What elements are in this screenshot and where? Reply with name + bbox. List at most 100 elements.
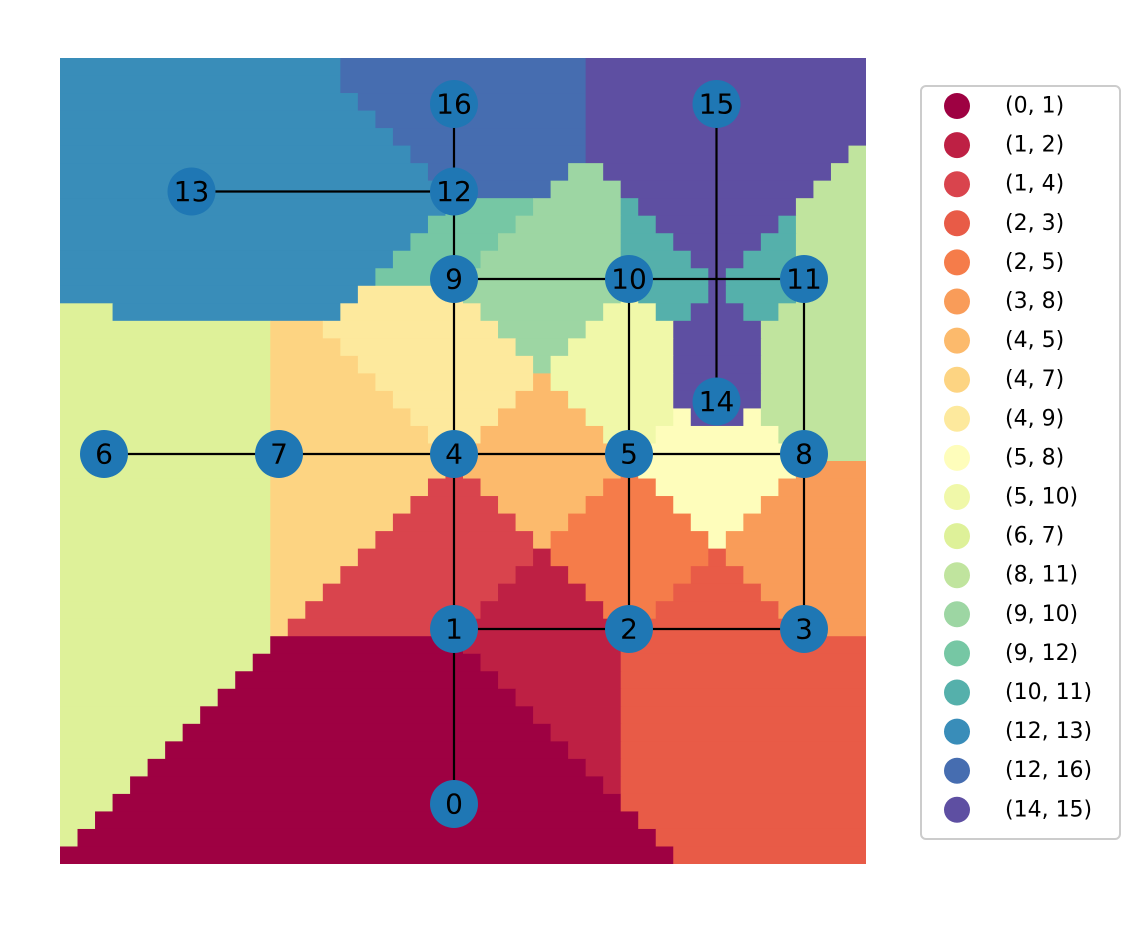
region-cell xyxy=(217,688,517,707)
region-cell xyxy=(480,478,604,497)
region-cell xyxy=(60,583,271,602)
graph-node-5: 5 xyxy=(605,430,653,478)
graph-node-11: 11 xyxy=(780,255,828,303)
graph-node-circle xyxy=(692,377,741,426)
region-cell xyxy=(498,408,587,427)
legend-entry: (8, 11) xyxy=(944,562,1078,589)
region-cell xyxy=(533,355,552,374)
legend-marker xyxy=(944,171,970,198)
graph-node-label: 13 xyxy=(174,175,210,208)
graph-node-13: 13 xyxy=(167,167,216,216)
region-cell xyxy=(60,338,271,357)
region-cell xyxy=(60,636,271,655)
legend-label: (5, 8) xyxy=(1005,445,1064,470)
region-cell xyxy=(182,723,552,742)
graph-node-circle xyxy=(605,430,653,478)
region-cell xyxy=(60,706,201,725)
graph-node-circle xyxy=(430,167,478,216)
region-cell xyxy=(60,513,271,532)
region-cell xyxy=(550,180,622,199)
region-cell xyxy=(77,828,657,848)
region-cell xyxy=(60,793,114,813)
legend-label: (2, 3) xyxy=(1005,211,1064,236)
region-cell xyxy=(515,688,622,707)
region-cell xyxy=(375,110,587,129)
region-cell xyxy=(60,233,412,252)
region-cell xyxy=(60,828,79,848)
legend-entry: (14, 15) xyxy=(944,796,1092,823)
region-cell xyxy=(60,601,271,620)
region-cell xyxy=(463,268,622,287)
region-cell xyxy=(60,215,429,234)
region-cell xyxy=(673,408,692,427)
region-cell xyxy=(673,583,762,602)
region-cell xyxy=(690,566,744,585)
region-cell xyxy=(60,93,359,112)
legend-marker xyxy=(944,444,970,471)
region-cell xyxy=(655,601,779,620)
region-cell xyxy=(725,268,797,287)
region-cell xyxy=(60,688,219,707)
region-cell xyxy=(655,303,692,322)
legend-label: (5, 10) xyxy=(1005,485,1078,510)
region-cell xyxy=(270,618,289,637)
legend-label: (12, 13) xyxy=(1005,719,1092,744)
region-cell xyxy=(620,706,866,725)
legend-marker xyxy=(944,640,970,667)
legend-entry: (0, 1) xyxy=(944,93,1064,119)
region-cell xyxy=(568,163,604,182)
region-cell xyxy=(533,548,552,567)
region-cell xyxy=(760,390,866,410)
region-cell xyxy=(620,233,674,252)
legend-label: (9, 10) xyxy=(1005,602,1078,627)
region-cell xyxy=(515,215,622,234)
legend-marker xyxy=(944,484,970,510)
graph-node-label: 3 xyxy=(795,613,813,646)
legend-marker xyxy=(944,288,970,315)
region-cell xyxy=(620,653,866,672)
region-cell xyxy=(498,671,622,690)
region-cell xyxy=(165,741,569,760)
region-cell xyxy=(60,478,271,497)
region-cell xyxy=(392,128,587,147)
region-cell xyxy=(322,320,499,339)
region-cell xyxy=(498,320,587,339)
region-cell xyxy=(498,496,587,515)
graph-node-8: 8 xyxy=(780,430,828,478)
graph-node-3: 3 xyxy=(780,605,828,653)
region-cell xyxy=(270,566,341,585)
legend-label: (10, 11) xyxy=(1005,680,1092,705)
region-cell xyxy=(795,215,866,234)
region-cell xyxy=(60,390,271,410)
graph-node-label: 15 xyxy=(699,88,735,121)
region-cell xyxy=(60,548,271,567)
legend: (0, 1) (1, 2) (1, 4) (2, 3) (2, 5) (3, 8) (4, … xyxy=(920,85,1121,840)
region-cell xyxy=(60,110,376,129)
region-cell xyxy=(463,443,622,462)
region-cell xyxy=(340,58,587,77)
graph-node-6: 6 xyxy=(80,430,128,478)
legend-entry: (5, 10) xyxy=(944,484,1078,510)
region-cell xyxy=(340,566,517,585)
region-cell xyxy=(95,811,639,830)
legend-label: (4, 7) xyxy=(1005,367,1064,392)
region-cell xyxy=(620,198,639,217)
region-cell xyxy=(357,548,534,567)
graph-node-circle xyxy=(167,167,216,216)
edge-region-map xyxy=(60,58,866,864)
region-cell xyxy=(252,653,482,672)
graph-node-label: 7 xyxy=(270,438,288,471)
legend-marker xyxy=(944,601,970,628)
legend-frame xyxy=(920,85,1121,840)
region-cell xyxy=(568,338,674,357)
graph-node-label: 8 xyxy=(795,438,813,471)
region-cell xyxy=(480,425,604,445)
graph-node-label: 2 xyxy=(620,613,638,646)
region-cell xyxy=(620,793,866,813)
region-cell xyxy=(60,145,412,164)
region-cell xyxy=(410,145,587,164)
legend-marker xyxy=(944,562,970,589)
region-cell xyxy=(270,320,324,339)
region-cell xyxy=(795,233,866,252)
